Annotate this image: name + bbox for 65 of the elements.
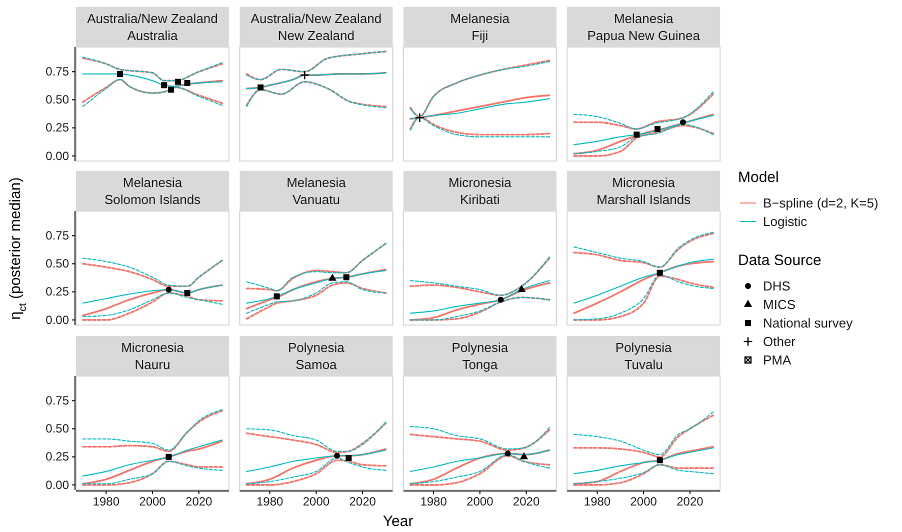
legend-label: PMA [763,352,792,368]
y-tick-label: 0.50 [46,92,70,107]
chart-title: Micronesia [121,340,185,355]
x-tick-label: 2000 [302,494,330,509]
chart-title: Polynesia [288,340,346,355]
chart-title: Polynesia [615,340,673,355]
x-tick-label: 1980 [420,494,448,509]
legend-label: Logistic [763,214,808,229]
legend-label: National survey [763,316,854,330]
chart-title: Melanesia [450,11,510,26]
point [175,78,181,85]
chart-subtitle: New Zealand [278,28,355,43]
chart-title: Micronesia [612,175,676,190]
x-tick-label: 2020 [512,494,540,509]
chart-title: Melanesia [286,175,347,190]
line-series [82,284,223,304]
chart-title: Australia/New Zealand [250,11,382,26]
x-tick-label: 2000 [139,494,166,509]
legend-label: Other [763,334,796,349]
chart-title: Melanesia [614,11,674,26]
y-tick-label: 0.50 [46,256,70,271]
x-axis-title: Year [382,513,414,530]
legend-label: DHS [763,278,791,294]
chart-subtitle: Samoa [296,357,338,372]
point [184,80,190,86]
chart-subtitle: Nauru [134,357,170,372]
legend-label: B−spline (d=2, K=5) [763,196,878,210]
chart-title: Australia/New Zealand [87,11,218,26]
chart-subtitle: Kiribati [460,192,500,207]
y-tick-label: 0.00 [46,478,70,492]
line-series [82,439,223,477]
y-tick-label: 0.75 [46,64,70,79]
chart-subtitle: Fiji [472,28,488,43]
y-tick-label: 0.00 [46,312,70,327]
x-tick-label: 2020 [349,494,376,509]
chart-title: Melanesia [122,175,183,190]
chart-subtitle: Tonga [462,357,498,372]
chart-subtitle: Solomon Islands [104,192,202,207]
legend-label: MICS [763,297,796,312]
chart-subtitle: Tuvalu [624,357,663,372]
chart-title: Micronesia [448,175,512,190]
x-tick-label: 1980 [256,494,284,509]
x-tick-label: 2020 [676,494,704,509]
point [168,86,174,93]
y-tick-label: 0.00 [46,148,70,163]
chart-subtitle: Australia [127,28,179,43]
x-tick-label: 2000 [630,494,658,509]
chart-title: Polynesia [452,340,509,355]
legend-title: Data Source [738,252,822,269]
y-tick-label: 0.50 [46,422,70,436]
x-tick-label: 2000 [466,494,494,509]
y-tick-label: 0.25 [46,120,70,135]
x-tick-label: 1980 [92,494,120,509]
chart-subtitle: Marshall Islands [596,192,692,207]
y-tick-label: 0.75 [46,394,70,408]
y-tick-label: 0.75 [46,228,70,243]
point [161,82,168,88]
chart-subtitle: Papua New Guinea [587,28,701,43]
y-tick-label: 0.25 [46,284,70,299]
point [117,70,124,77]
x-tick-label: 1980 [584,494,611,509]
legend-title: Model [738,169,779,186]
chart-subtitle: Vanuatu [292,192,340,207]
x-tick-label: 2020 [186,494,213,509]
y-tick-label: 0.25 [46,450,70,464]
